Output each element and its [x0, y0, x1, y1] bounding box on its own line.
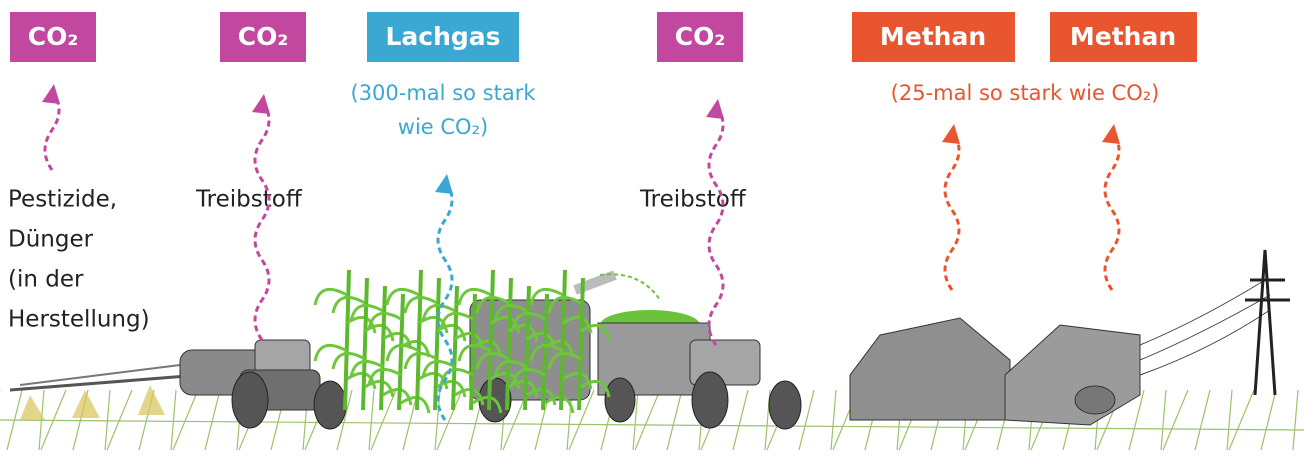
- arrow-head: [252, 94, 270, 114]
- furrow: [831, 390, 836, 450]
- arrow-head: [435, 174, 453, 194]
- harvester: [470, 274, 801, 429]
- arrow-head: [1102, 124, 1120, 144]
- source: Herstellung): [8, 307, 150, 333]
- furrow: [1195, 390, 1210, 450]
- source: (in der: [8, 267, 84, 293]
- note: (25-mal so stark wie CO₂): [891, 81, 1160, 105]
- corn-leaf: [383, 389, 411, 405]
- badge-label: CO₂: [28, 22, 79, 51]
- badge-label: Methan: [1070, 22, 1176, 51]
- illustration: CO₂ CO₂ Lachgas CO₂ Methan Methan (300-m…: [0, 0, 1304, 457]
- corn-stalk: [399, 294, 403, 410]
- source: Pestizide,: [8, 187, 117, 213]
- arrow-line: [709, 105, 723, 345]
- badge-label: CO₂: [675, 22, 726, 51]
- furrow: [1293, 390, 1298, 450]
- furrow: [105, 390, 110, 450]
- arrow-line: [1105, 130, 1119, 290]
- source: Dünger: [8, 227, 94, 253]
- corn-stalk: [381, 286, 385, 410]
- source: Treibstoff: [639, 187, 747, 213]
- furrow: [1229, 390, 1254, 450]
- furrow: [107, 390, 132, 450]
- furrow: [1161, 390, 1166, 450]
- furrow: [635, 390, 660, 450]
- furrow: [799, 390, 814, 450]
- furrow: [437, 390, 462, 450]
- furrow: [1163, 390, 1188, 450]
- biogas-plant: [850, 250, 1290, 425]
- badge-label: Lachgas: [385, 22, 500, 51]
- corn-stalk: [345, 270, 349, 410]
- corn-stalk: [417, 270, 421, 410]
- tractor-sprayer: [10, 340, 346, 429]
- badge-label: Methan: [880, 22, 986, 51]
- furrow: [667, 390, 682, 450]
- arrow-head: [42, 84, 60, 104]
- furrow: [733, 390, 748, 450]
- arrow-line: [945, 130, 959, 290]
- arrow-head: [942, 124, 960, 144]
- corn-stalk: [363, 278, 367, 410]
- corn-stalk: [453, 286, 457, 410]
- furrow: [171, 390, 176, 450]
- furrow: [371, 390, 396, 450]
- arrow-head: [706, 99, 724, 119]
- furrow: [1261, 390, 1276, 450]
- source: Treibstoff: [195, 187, 303, 213]
- note: (300-mal so stark: [351, 81, 537, 105]
- furrow: [369, 390, 374, 450]
- arrow-line: [255, 100, 269, 340]
- badge-label: CO₂: [238, 22, 289, 51]
- furrow: [173, 390, 198, 450]
- note: wie CO₂): [398, 115, 488, 139]
- furrow: [1227, 390, 1232, 450]
- furrow: [205, 390, 220, 450]
